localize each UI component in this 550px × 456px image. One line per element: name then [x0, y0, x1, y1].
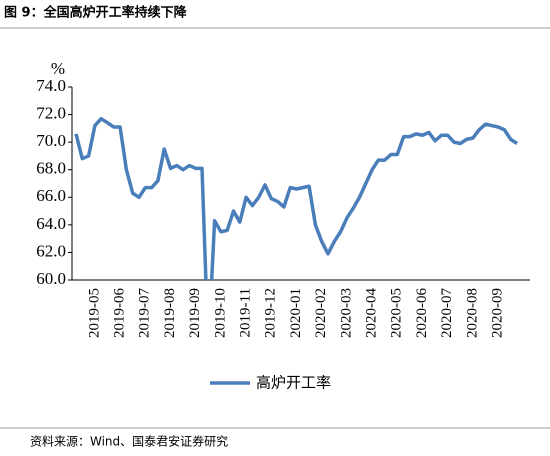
- y-tick-label: 64.0: [36, 214, 66, 233]
- x-tick-label: 2020-09: [490, 288, 506, 338]
- x-tick-label: 2020-07: [439, 288, 455, 338]
- y-tick-label: 72.0: [36, 103, 66, 122]
- legend-label: 高炉开工率: [256, 374, 331, 392]
- x-tick-label: 2019-12: [263, 288, 279, 338]
- y-tick-label: 60.0: [36, 269, 66, 288]
- y-tick-label: 74.0: [36, 76, 66, 95]
- data-line: [74, 116, 518, 280]
- x-tick-label: 2019-07: [137, 288, 153, 338]
- x-tick-label: 2020-03: [338, 288, 354, 338]
- plot-area: [74, 116, 518, 280]
- x-tick-label: 2020-08: [464, 288, 480, 338]
- source: 资料来源：Wind、国泰君安证券研究: [30, 434, 228, 449]
- x-tick-label: 2019-10: [212, 288, 228, 338]
- y-tick-label: 66.0: [36, 186, 66, 205]
- x-tick-label: 2020-02: [313, 288, 329, 338]
- x-tick-label: 2019-06: [112, 288, 128, 338]
- x-tick-label: 2020-01: [288, 288, 304, 338]
- y-tick-label: 62.0: [36, 241, 66, 260]
- y-tick-label: 70.0: [36, 131, 66, 150]
- x-tick-label: 2020-06: [414, 288, 430, 338]
- y-tick-label: 68.0: [36, 159, 66, 178]
- y-axis-label: %: [51, 59, 65, 78]
- x-tick-label: 2019-08: [162, 288, 178, 338]
- chart-title: 图 9：全国高炉开工率持续下降: [4, 5, 188, 21]
- x-tick-label: 2020-05: [389, 288, 405, 338]
- x-tick-label: 2019-05: [86, 288, 102, 338]
- x-tick-label: 2019-09: [187, 288, 203, 338]
- x-tick-label: 2020-04: [364, 288, 380, 338]
- x-tick-label: 2019-11: [238, 288, 254, 337]
